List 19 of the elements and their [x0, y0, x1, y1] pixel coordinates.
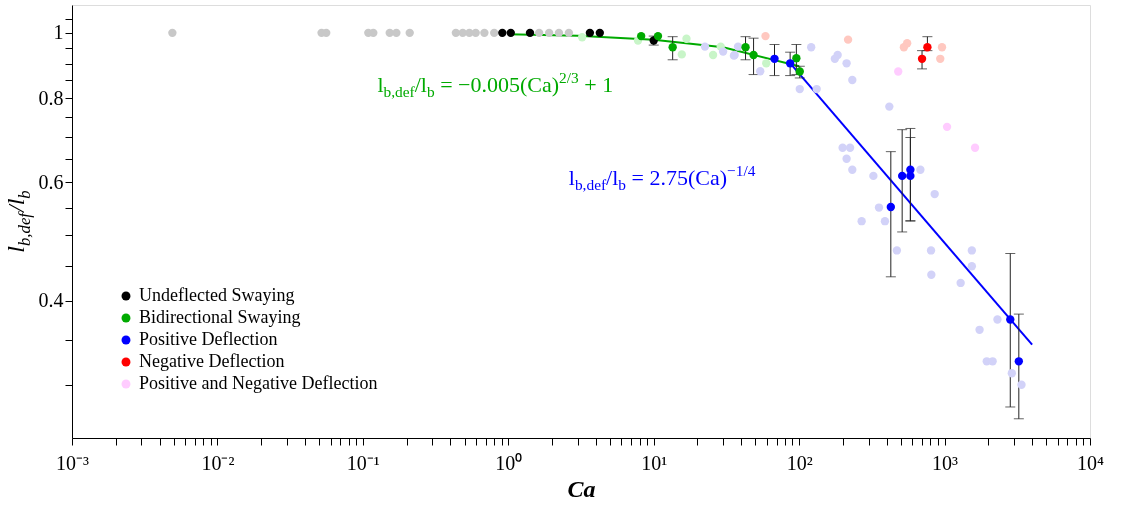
legend-label: Negative Deflection: [139, 351, 285, 371]
x-tick-label: 10⁰: [495, 451, 523, 474]
legend-label: Positive and Negative Deflection: [139, 373, 378, 393]
x-axis-title: Ca: [567, 475, 596, 502]
text: lb,def/lb: [3, 190, 34, 253]
x-tick-label: 10⁴: [1077, 451, 1105, 474]
x-tick-label: 10⁻³: [56, 451, 89, 474]
y-tick-label: 0.4: [38, 289, 64, 312]
x-tick-label: 10¹: [641, 451, 668, 474]
y-tick-label: 1: [53, 21, 64, 44]
y-tick-label: 0.6: [38, 170, 64, 193]
x-tick-label: 10⁻²: [201, 451, 235, 474]
x-tick-label: 10⁻¹: [346, 451, 380, 474]
x-tick-label: 10³: [932, 451, 959, 474]
y-tick-label: 0.8: [38, 86, 64, 109]
x-tick-label: 10²: [786, 451, 813, 474]
legend-label: Positive Deflection: [139, 329, 278, 349]
legend-label: Undeflected Swaying: [139, 285, 295, 305]
legend-label: Bidirectional Swaying: [139, 307, 301, 327]
